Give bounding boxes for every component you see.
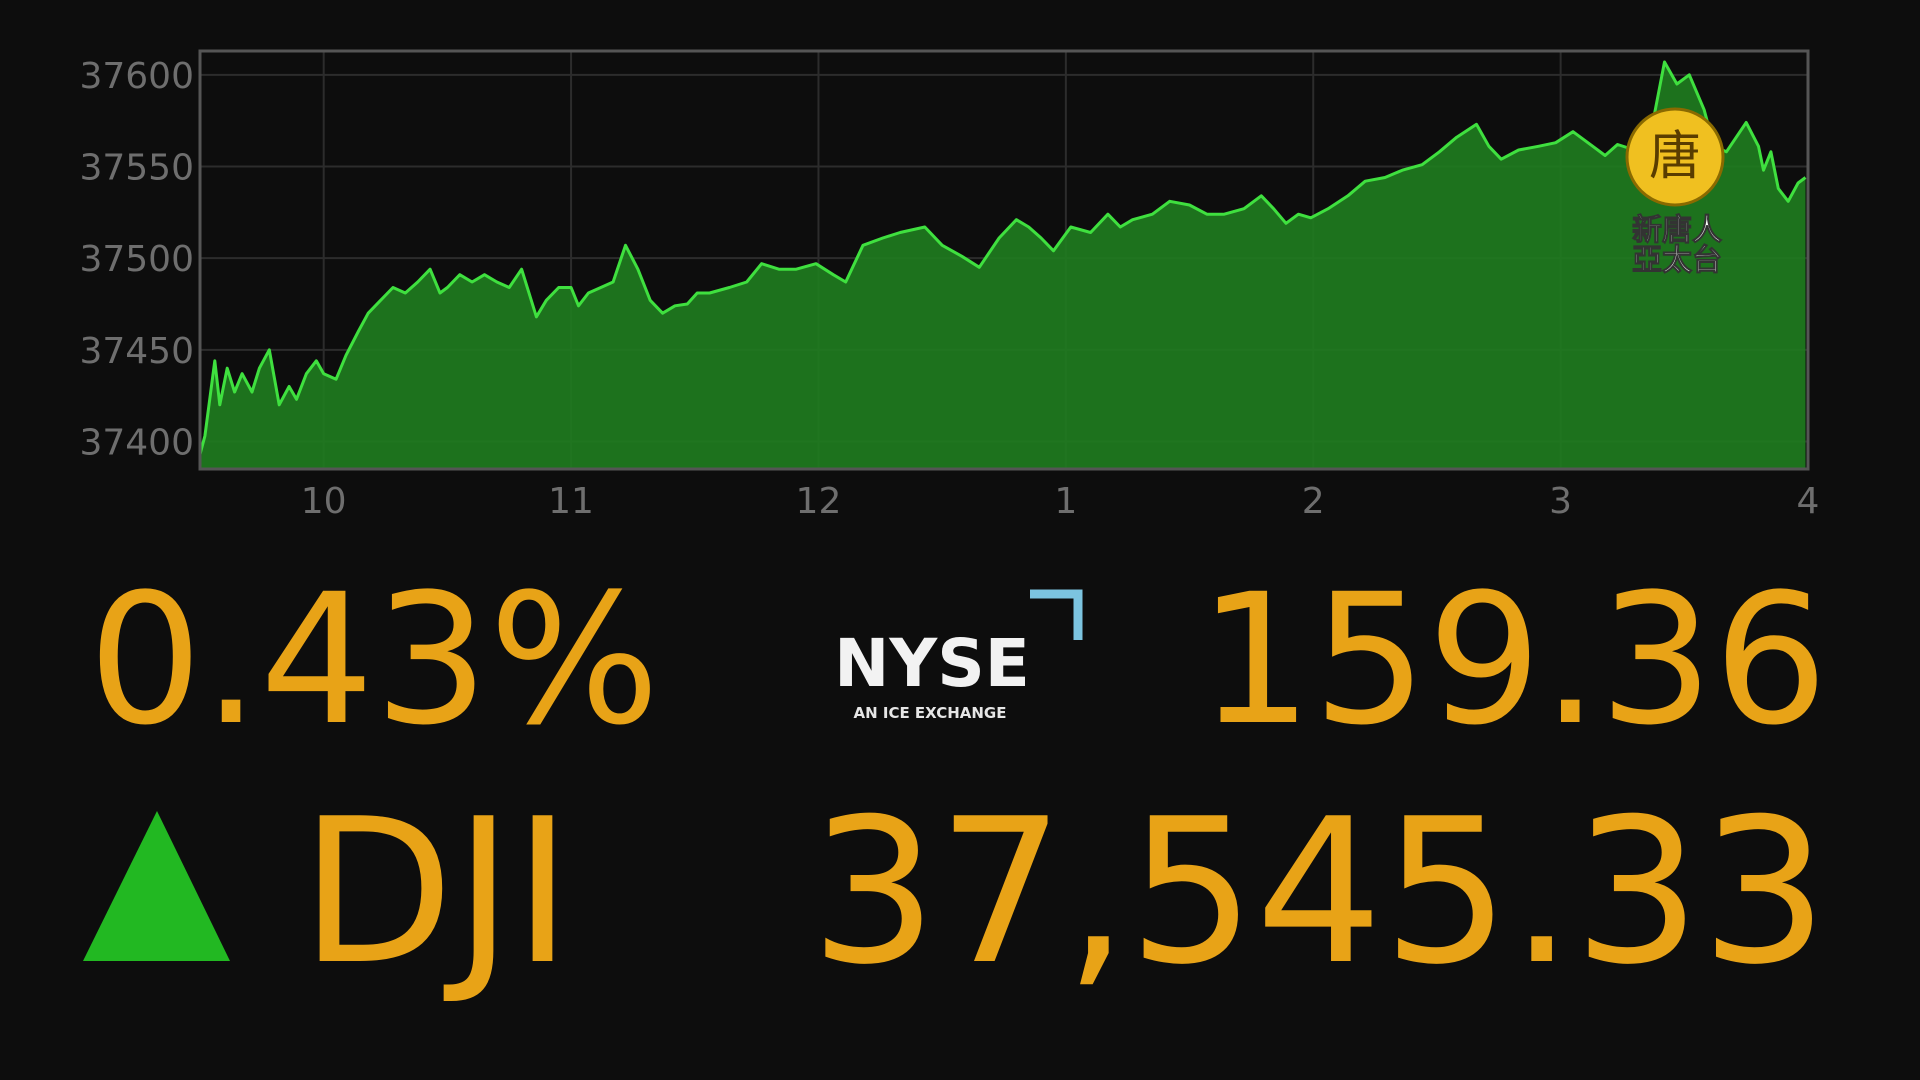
watermark-emblem: 唐 [1649, 127, 1701, 187]
watermark: 唐 新唐人 亞太台 [1625, 107, 1725, 279]
x-tick-label: 1 [1054, 481, 1077, 522]
y-tick-label: 37400 [79, 423, 194, 464]
watermark-line2: 亞太台 [1632, 243, 1722, 278]
up-arrow [83, 811, 230, 961]
ticker: DJI [300, 776, 572, 1009]
change-points: 159.36 [1198, 556, 1828, 765]
line [198, 60, 1807, 455]
y-tick-label: 37450 [79, 331, 194, 372]
change-percent: 0.43% [88, 556, 660, 765]
x-tick-label: 10 [301, 481, 347, 522]
index-level: 37,545.33 [810, 776, 1828, 1009]
exchange-logo: NYSE AN ICE EXCHANGE [834, 589, 1083, 722]
x-tick-label: 2 [1302, 481, 1325, 522]
watermark-circle [1625, 107, 1725, 207]
watermark-line1: 新唐人 [1632, 213, 1722, 248]
y-tick-label: 37550 [79, 148, 194, 189]
x-tick-label: 4 [1797, 481, 1820, 522]
logo-name: NYSE [834, 625, 1030, 702]
plot-border [198, 49, 1810, 471]
x-tick-label: 11 [548, 481, 594, 522]
x-tick-label: 3 [1549, 481, 1572, 522]
logo-bracket [1030, 589, 1083, 640]
logo-tagline: AN ICE EXCHANGE [853, 704, 1006, 722]
area-fill [200, 62, 1806, 469]
y-tick-label: 37600 [79, 56, 194, 97]
y-tick-label: 37500 [79, 239, 194, 280]
x-tick-label: 12 [796, 481, 842, 522]
